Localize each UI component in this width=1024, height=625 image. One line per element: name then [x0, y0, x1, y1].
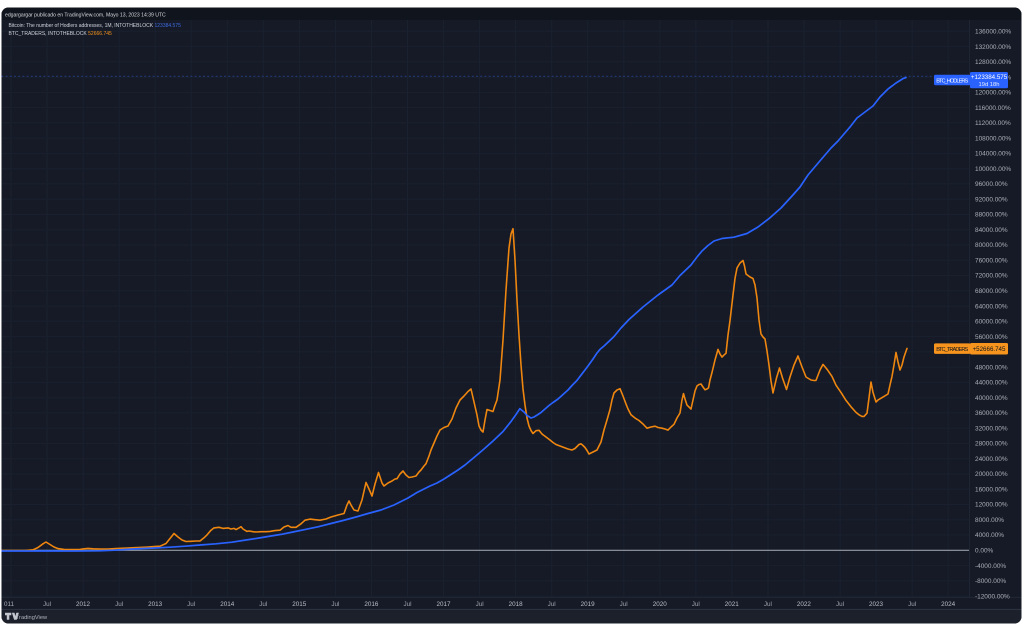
svg-text:011: 011 [4, 601, 15, 608]
svg-text:+52666.745: +52666.745 [973, 346, 1006, 353]
svg-text:64000.00%: 64000.00% [975, 303, 1008, 310]
svg-text:Jul: Jul [259, 601, 267, 608]
svg-text:Bitcoin: The number of Hodlers: Bitcoin: The number of Hodlers addresses… [9, 23, 182, 29]
svg-text:4000.00%: 4000.00% [975, 532, 1004, 539]
svg-text:BTC_HODLERS: BTC_HODLERS [936, 78, 968, 84]
svg-text:56000.00%: 56000.00% [975, 334, 1008, 341]
svg-text:68000.00%: 68000.00% [975, 288, 1008, 295]
svg-text:8000.00%: 8000.00% [975, 517, 1004, 524]
svg-text:2012: 2012 [76, 601, 91, 608]
svg-text:44000.00%: 44000.00% [975, 380, 1008, 387]
svg-text:24000.00%: 24000.00% [975, 456, 1008, 463]
svg-text:112000.00%: 112000.00% [975, 120, 1011, 127]
svg-text:-12000.00%: -12000.00% [975, 593, 1010, 600]
svg-text:2016: 2016 [364, 601, 379, 608]
svg-text:19d 18h: 19d 18h [979, 82, 1000, 88]
svg-text:2021: 2021 [725, 601, 740, 608]
svg-text:Jul: Jul [692, 601, 700, 608]
svg-text:60000.00%: 60000.00% [975, 319, 1008, 326]
svg-text:Jul: Jul [764, 601, 772, 608]
svg-text:BTC_TRADERS, INTOTHEBLOCK 5266: BTC_TRADERS, INTOTHEBLOCK 52666.745 [9, 31, 113, 37]
svg-text:28000.00%: 28000.00% [975, 441, 1008, 448]
svg-text:Jul: Jul [331, 601, 339, 608]
svg-text:32000.00%: 32000.00% [975, 425, 1008, 432]
svg-text:2020: 2020 [653, 601, 668, 608]
svg-text:128000.00%: 128000.00% [975, 59, 1011, 66]
svg-text:12000.00%: 12000.00% [975, 502, 1008, 509]
svg-text:2014: 2014 [220, 601, 235, 608]
svg-text:132000.00%: 132000.00% [975, 44, 1011, 51]
svg-text:2018: 2018 [509, 601, 524, 608]
svg-text:+123384.575: +123384.575 [971, 74, 1008, 81]
svg-text:2017: 2017 [436, 601, 451, 608]
svg-text:0.00%: 0.00% [975, 548, 994, 555]
svg-text:Jul: Jul [620, 601, 628, 608]
svg-text:120000.00%: 120000.00% [975, 90, 1011, 97]
svg-text:116000.00%: 116000.00% [975, 105, 1011, 112]
svg-text:2015: 2015 [292, 601, 307, 608]
svg-text:2023: 2023 [869, 601, 884, 608]
svg-text:76000.00%: 76000.00% [975, 258, 1008, 265]
svg-text:Jul: Jul [836, 601, 844, 608]
svg-text:20000.00%: 20000.00% [975, 471, 1008, 478]
svg-text:88000.00%: 88000.00% [975, 212, 1008, 219]
svg-text:edgargargar publicado en Tradi: edgargargar publicado en TradingView.com… [5, 12, 166, 18]
svg-text:Jul: Jul [908, 601, 916, 608]
svg-text:Jul: Jul [548, 601, 556, 608]
svg-text:Jul: Jul [476, 601, 484, 608]
svg-text:-8000.00%: -8000.00% [975, 578, 1006, 585]
svg-text:Jul: Jul [43, 601, 51, 608]
svg-text:Jul: Jul [403, 601, 411, 608]
svg-text:Jul: Jul [115, 601, 123, 608]
svg-text:Jul: Jul [187, 601, 195, 608]
svg-text:136000.00%: 136000.00% [975, 29, 1011, 36]
svg-text:84000.00%: 84000.00% [975, 227, 1008, 234]
svg-text:-4000.00%: -4000.00% [975, 563, 1006, 570]
svg-text:96000.00%: 96000.00% [975, 181, 1008, 188]
svg-text:TradingView: TradingView [16, 615, 48, 621]
svg-text:48000.00%: 48000.00% [975, 364, 1008, 371]
svg-text:2024: 2024 [941, 601, 956, 608]
svg-text:100000.00%: 100000.00% [975, 166, 1011, 173]
svg-text:16000.00%: 16000.00% [975, 486, 1008, 493]
svg-text:BTC_TRADERS: BTC_TRADERS [936, 347, 968, 353]
svg-text:108000.00%: 108000.00% [975, 135, 1011, 142]
svg-text:72000.00%: 72000.00% [975, 273, 1008, 280]
svg-text:40000.00%: 40000.00% [975, 395, 1008, 402]
svg-text:36000.00%: 36000.00% [975, 410, 1008, 417]
svg-text:2013: 2013 [148, 601, 163, 608]
svg-text:104000.00%: 104000.00% [975, 151, 1011, 158]
svg-text:92000.00%: 92000.00% [975, 196, 1008, 203]
svg-text:80000.00%: 80000.00% [975, 242, 1008, 249]
svg-text:2022: 2022 [797, 601, 812, 608]
svg-text:2019: 2019 [581, 601, 596, 608]
